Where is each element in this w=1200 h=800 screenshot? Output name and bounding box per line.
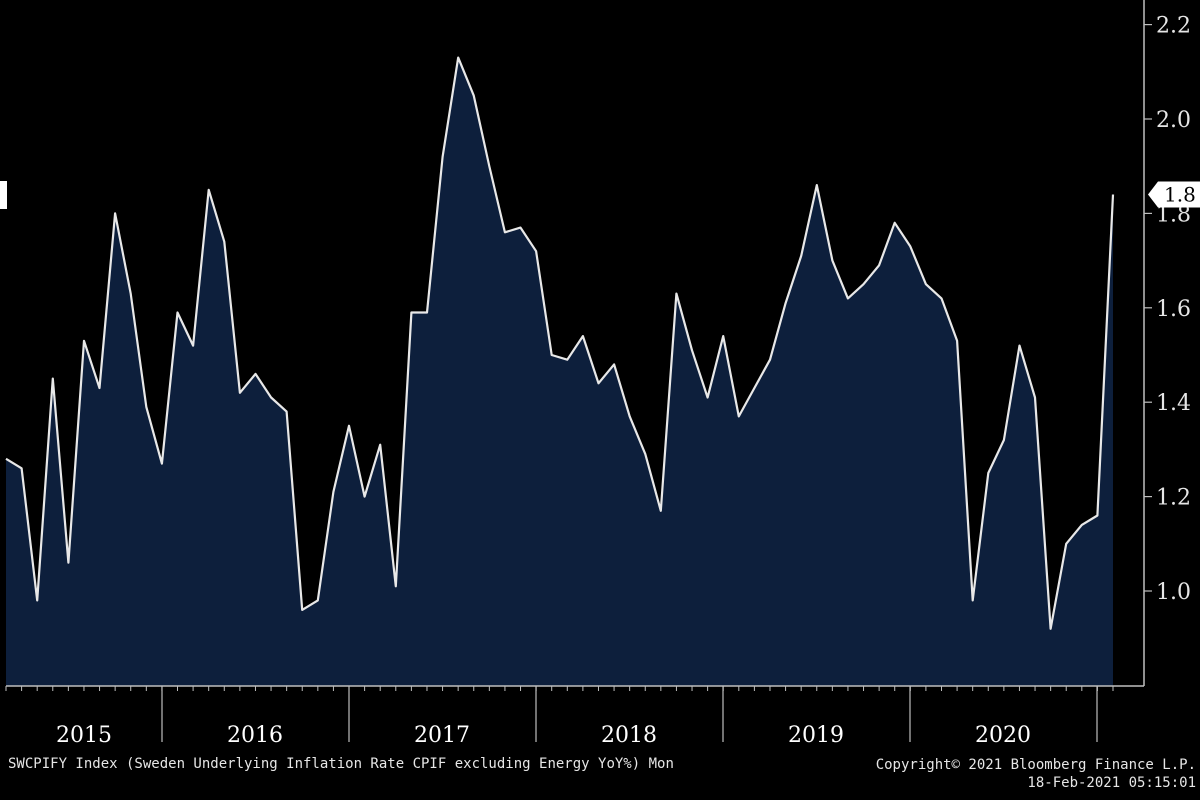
chart-source-label: SWCPIFY Index (Sweden Underlying Inflati…: [8, 756, 674, 772]
series-line: [5, 56, 1115, 630]
area-series: [5, 56, 1115, 687]
timestamp-text: 18-Feb-2021 05:15:01: [1027, 775, 1196, 791]
x-year-label: 2017: [414, 723, 470, 748]
last-value-tag-shape: [1148, 181, 1200, 208]
y-tick-label: 1.6: [1156, 297, 1191, 322]
x-year-label: 2020: [975, 723, 1031, 748]
last-value-label: 1.8: [1164, 183, 1196, 207]
x-year-label: 2018: [601, 723, 657, 748]
area-fill: [6, 57, 1113, 687]
last-value-tag: 1.8: [0, 181, 1200, 209]
axes: [5, 0, 1145, 742]
copyright-text: Copyright© 2021 Bloomberg Finance L.P.: [875, 757, 1196, 773]
x-year-label: 2015: [56, 723, 112, 748]
y-tick-label: 1.0: [1156, 580, 1191, 605]
x-year-label: 2016: [227, 723, 283, 748]
x-axis-labels: 2015 2016 2017 2018 2019 2020: [56, 723, 1031, 748]
chart-copyright-block: Copyright© 2021 Bloomberg Finance L.P. 1…: [876, 756, 1196, 792]
y-tick-label: 2.2: [1156, 14, 1191, 39]
left-legend-marker: [0, 181, 7, 209]
y-axis-ticks: 1.01.21.41.61.82.02.2: [1144, 14, 1191, 605]
y-tick-label: 1.4: [1156, 391, 1191, 416]
x-year-label: 2019: [788, 723, 844, 748]
y-tick-label: 2.0: [1156, 108, 1191, 133]
y-tick-label: 1.2: [1156, 486, 1191, 511]
